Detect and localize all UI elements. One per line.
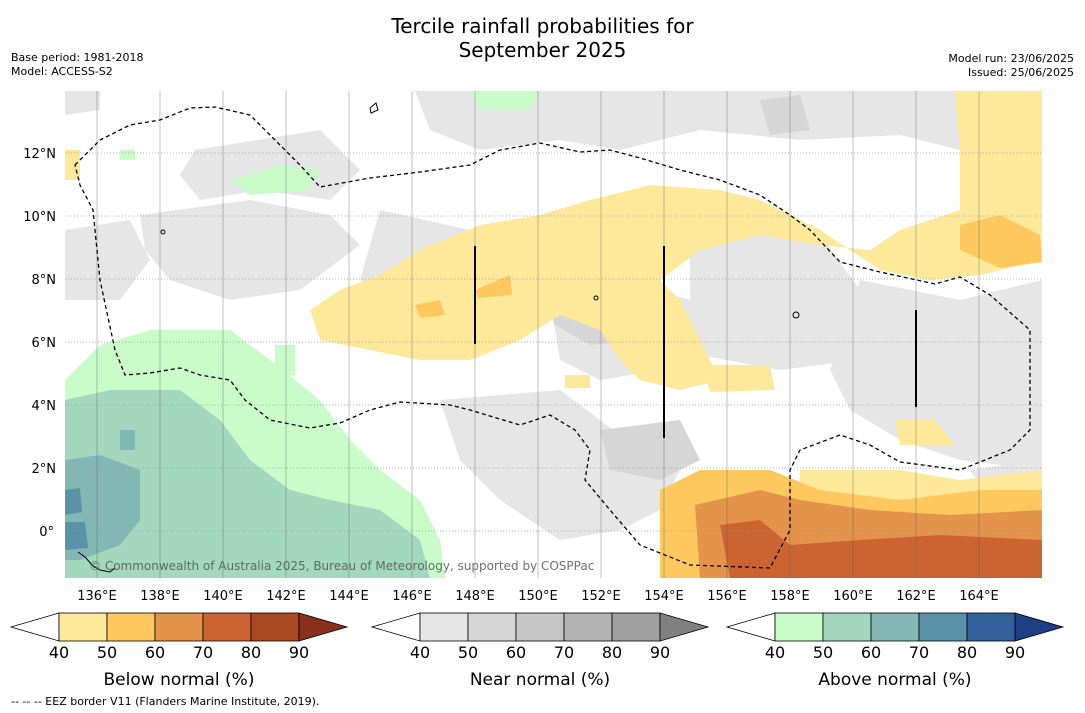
lon-label: 138°E bbox=[140, 589, 180, 604]
title-line-1: Tercile rainfall probabilities for bbox=[391, 14, 694, 38]
copyright-text: © Commonwealth of Australia 2025, Bureau… bbox=[89, 559, 594, 573]
lon-label: 164°E bbox=[959, 589, 999, 604]
lon-label: 150°E bbox=[518, 589, 558, 604]
below-normal-70-areas bbox=[720, 520, 1042, 578]
boundary-markers bbox=[474, 246, 917, 438]
lat-label: 10°N bbox=[23, 210, 56, 225]
cb-tick: 90 bbox=[1005, 643, 1025, 662]
cb-tick: 40 bbox=[765, 643, 785, 662]
model-run: Model run: 23/06/2025 bbox=[948, 52, 1074, 65]
lon-label: 140°E bbox=[203, 589, 243, 604]
cb-tick: 40 bbox=[410, 643, 430, 662]
lon-label: 158°E bbox=[770, 589, 810, 604]
cb-tick: 70 bbox=[554, 643, 574, 662]
lat-label: 2°N bbox=[32, 462, 57, 477]
grid-lines bbox=[65, 152, 1042, 532]
lon-label: 156°E bbox=[707, 589, 747, 604]
cb-tick: 60 bbox=[861, 643, 881, 662]
base-period: Base period: 1981-2018 bbox=[11, 51, 144, 64]
colorbar-below-normal bbox=[9, 612, 349, 642]
lon-label: 148°E bbox=[455, 589, 495, 604]
page-title: Tercile rainfall probabilities for Septe… bbox=[0, 14, 1085, 62]
footer-note: -- -- -- EEZ border V11 (Flanders Marine… bbox=[11, 695, 320, 708]
longitude-labels: 136°E 138°E 140°E 142°E 144°E 146°E 148°… bbox=[77, 589, 999, 604]
lon-label: 162°E bbox=[896, 589, 936, 604]
lat-label: 4°N bbox=[32, 399, 57, 414]
colorbar-above-normal bbox=[725, 612, 1065, 642]
lat-label: 6°N bbox=[32, 336, 57, 351]
cb-tick: 80 bbox=[602, 643, 622, 662]
model-name: Model: ACCESS-S2 bbox=[11, 65, 113, 78]
cb-tick: 80 bbox=[241, 643, 261, 662]
cb-tick: 90 bbox=[650, 643, 670, 662]
lon-label: 136°E bbox=[77, 589, 117, 604]
cb-tick: 60 bbox=[506, 643, 526, 662]
eez-borders bbox=[74, 106, 1031, 569]
cb-tick: 50 bbox=[813, 643, 833, 662]
cb-tick: 80 bbox=[957, 643, 977, 662]
islands bbox=[77, 102, 800, 573]
cb-tick: 70 bbox=[909, 643, 929, 662]
meta-left: Base period: 1981-2018 Model: ACCESS-S2 bbox=[11, 51, 143, 79]
cb-tick: 50 bbox=[97, 643, 117, 662]
issued-date: Issued: 25/06/2025 bbox=[967, 66, 1074, 79]
lon-label: 152°E bbox=[581, 589, 621, 604]
cb-tick: 50 bbox=[458, 643, 478, 662]
latitude-labels: 12°N 10°N 8°N 6°N 4°N 2°N 0° bbox=[23, 147, 56, 540]
lat-label: 0° bbox=[39, 525, 54, 540]
lat-label: 12°N bbox=[23, 147, 56, 162]
above-normal-70-areas bbox=[65, 488, 88, 550]
colorbar-label-above: Above normal (%) bbox=[818, 670, 971, 690]
title-line-2: September 2025 bbox=[458, 38, 627, 62]
colorbar-near-normal bbox=[370, 612, 710, 642]
cb-tick: 90 bbox=[289, 643, 309, 662]
lat-label: 8°N bbox=[32, 273, 57, 288]
cb-tick: 60 bbox=[145, 643, 165, 662]
meta-right: Model run: 23/06/2025 Issued: 25/06/2025 bbox=[948, 52, 1074, 80]
colorbar-tick-labels: 40 50 60 70 80 90 40 50 60 70 80 90 40 5… bbox=[49, 643, 1025, 662]
cb-tick: 40 bbox=[49, 643, 69, 662]
lon-label: 142°E bbox=[266, 589, 306, 604]
lon-label: 144°E bbox=[329, 589, 369, 604]
lon-label: 160°E bbox=[833, 589, 873, 604]
lon-label: 146°E bbox=[392, 589, 432, 604]
colorbar-label-near: Near normal (%) bbox=[470, 670, 610, 690]
map-panel bbox=[65, 91, 1042, 578]
colorbar-label-below: Below normal (%) bbox=[104, 670, 255, 690]
cb-tick: 70 bbox=[193, 643, 213, 662]
lon-label: 154°E bbox=[644, 589, 684, 604]
